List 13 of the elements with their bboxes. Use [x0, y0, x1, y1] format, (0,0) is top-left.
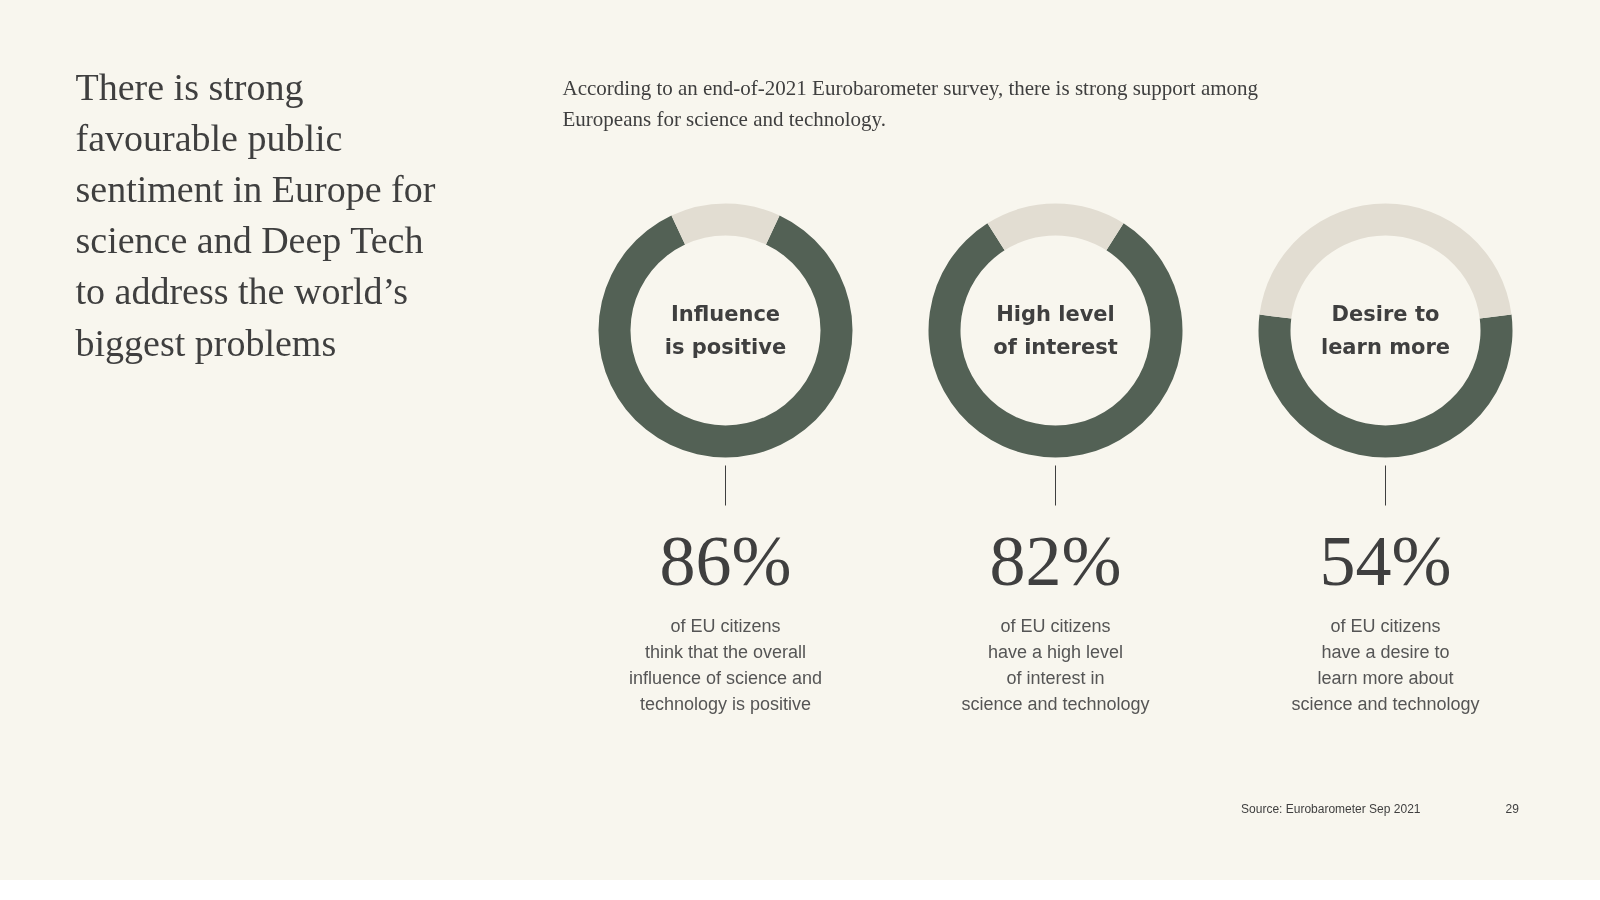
- text: of EU citizens have a desire to learn more about science and technology: [1291, 615, 1480, 714]
- text: High level of interest: [993, 302, 1118, 359]
- text: Influence is positive: [664, 302, 787, 359]
- source-note: Source: Eurobarometer Sep 2021: [1241, 801, 1421, 816]
- text: There is strong favourable public sentiment in Europe for science and Deep Tech to address the world’s biggest problems: [75, 65, 436, 364]
- data-label: 54%: [1319, 520, 1452, 601]
- text: Desire to learn more: [1320, 302, 1451, 359]
- text: According to an end-of-2021 Eurobarometer survey, there is strong support among Europeans for science and technology.: [562, 75, 1259, 131]
- data-label: 86%: [659, 520, 792, 601]
- data-label: 82%: [989, 520, 1122, 601]
- text: of EU citizens think that the overall influence of science and technology is positive: [628, 615, 823, 714]
- text: of EU citizens have a high level of interest in science and technology: [961, 615, 1150, 714]
- text: 29: [1505, 802, 1520, 816]
